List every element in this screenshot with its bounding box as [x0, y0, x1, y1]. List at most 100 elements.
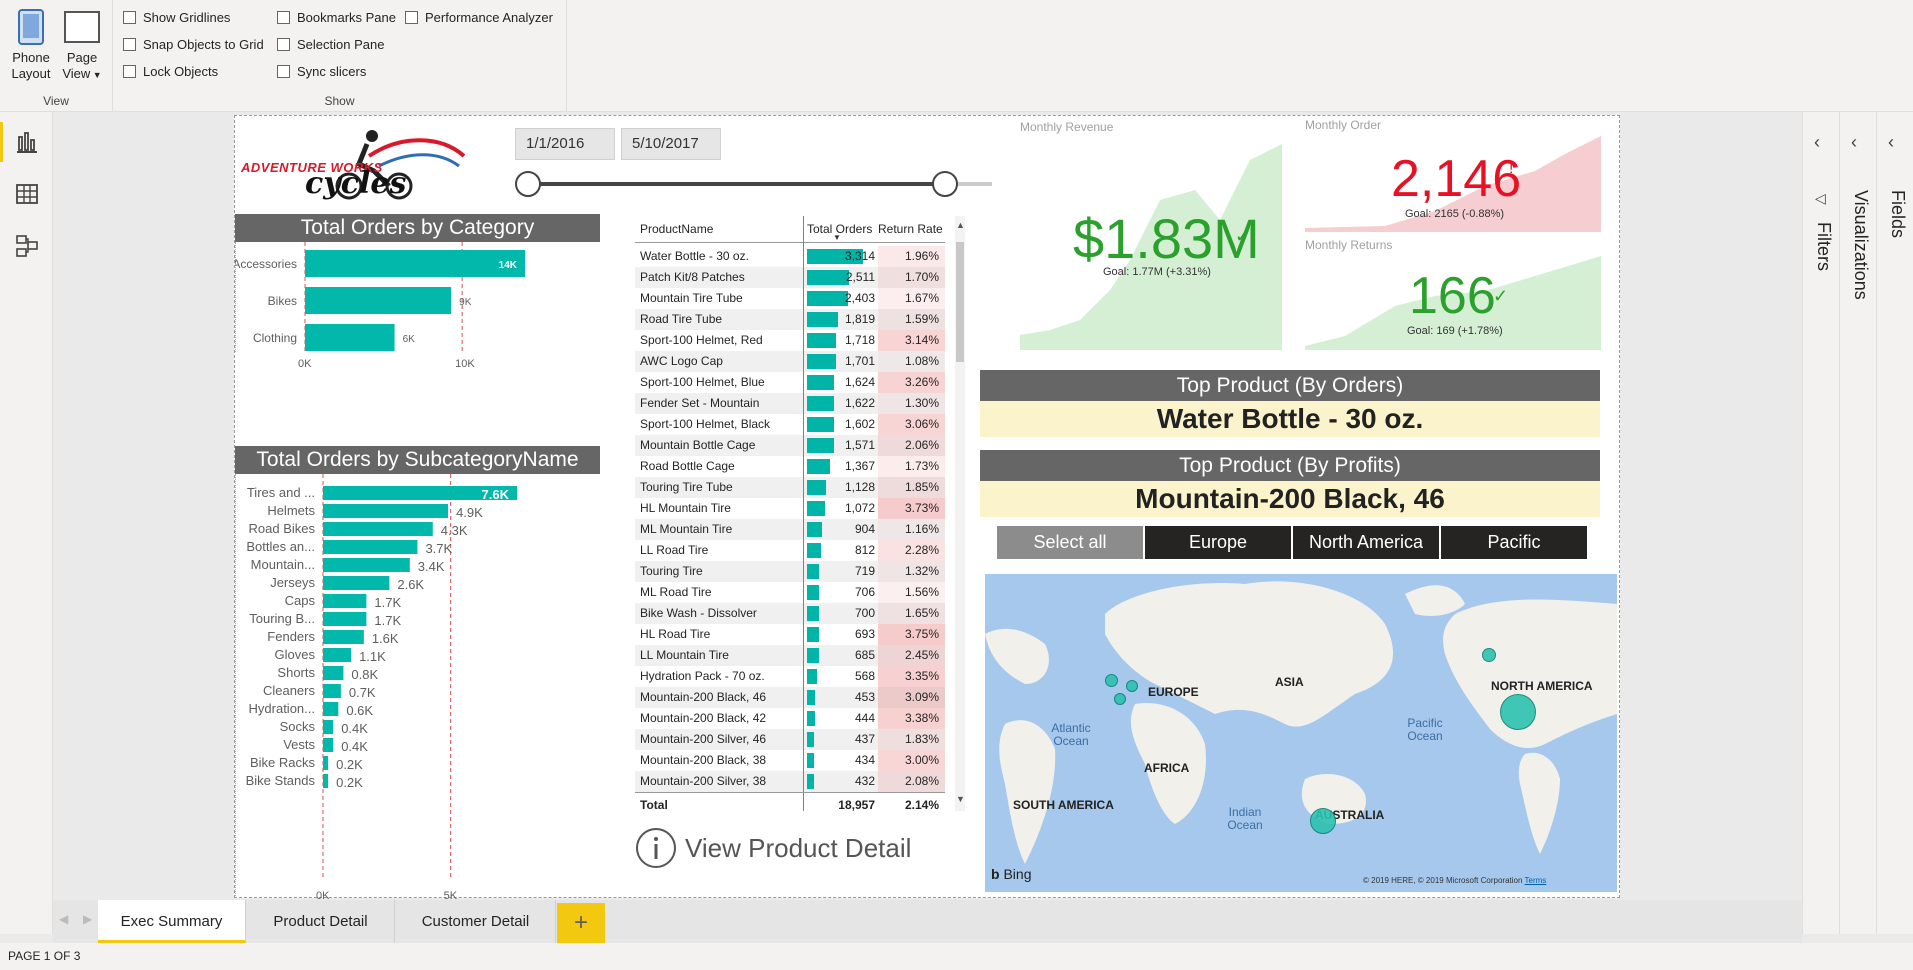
region-pacific-button[interactable]: Pacific [1441, 526, 1587, 559]
map-bubble-europe-1[interactable] [1105, 674, 1118, 687]
table-row[interactable]: Fender Set - Mountain 1,622 1.30% [635, 393, 945, 414]
region-north-america-button[interactable]: North America [1293, 526, 1439, 559]
phone-layout-button[interactable]: Phone Layout [6, 8, 56, 82]
total-orders-cell: 2,511 [845, 270, 875, 284]
table-row[interactable]: Patch Kit/8 Patches 2,511 1.70% [635, 267, 945, 288]
return-rate-cell: 3.73% [878, 498, 945, 519]
collapse-chevron-icon[interactable]: ‹ [1814, 132, 1820, 152]
returns-check-icon: ✓ [1493, 286, 1509, 306]
top-product-profits-title: Top Product (By Profits) [980, 450, 1600, 481]
subcategory-data-label: 1.1K [359, 649, 386, 664]
table-row[interactable]: ML Mountain Tire 904 1.16% [635, 519, 945, 540]
subcategory-data-label: 0.7K [349, 685, 376, 700]
table-row[interactable]: Sport-100 Helmet, Black 1,602 3.06% [635, 414, 945, 435]
snap-objects-checkbox[interactable]: Snap Objects to Grid [123, 37, 264, 52]
top-product-profits-value: Mountain-200 Black, 46 [980, 481, 1600, 517]
phone-layout-icon [18, 9, 44, 45]
date-slider-start-handle[interactable] [515, 171, 541, 197]
table-row[interactable]: Mountain Tire Tube 2,403 1.67% [635, 288, 945, 309]
map-bubble-australia[interactable] [1310, 808, 1336, 834]
subcategory-label: Hydration... [249, 701, 315, 716]
table-row[interactable]: Sport-100 Helmet, Red 1,718 3.14% [635, 330, 945, 351]
subcategory-data-label: 3.7K [425, 541, 452, 556]
add-page-button[interactable]: + [557, 903, 605, 943]
copyright-text: © 2019 HERE, © 2019 Microsoft Corporatio… [1363, 876, 1523, 885]
bookmarks-pane-checkbox[interactable]: Bookmarks Pane [277, 10, 396, 25]
subcategory-bar [323, 504, 449, 518]
sales-map[interactable]: EUROPE ASIA NORTH AMERICA AFRICA SOUTH A… [985, 574, 1617, 892]
subcategory-bar [323, 738, 334, 752]
subcategory-label: Tires and ... [247, 485, 315, 500]
table-row[interactable]: HL Road Tire 693 3.75% [635, 624, 945, 645]
lock-objects-checkbox[interactable]: Lock Objects [123, 64, 218, 79]
table-row[interactable]: Mountain-200 Black, 46 453 3.09% [635, 687, 945, 708]
region-europe-button[interactable]: Europe [1145, 526, 1291, 559]
subcategory-label: Bottles an... [246, 539, 315, 554]
tab-scroll-right-icon[interactable]: ▶ [83, 912, 93, 926]
table-row[interactable]: LL Road Tire 812 2.28% [635, 540, 945, 561]
fields-pane[interactable]: ‹ Fields [1876, 112, 1913, 934]
map-bubble-usa[interactable] [1500, 694, 1536, 730]
report-view-icon[interactable] [14, 129, 40, 155]
revenue-kpi-value: $1.83M [1073, 207, 1260, 270]
filters-pane[interactable]: ‹ ◁ Filters [1802, 112, 1839, 934]
table-row[interactable]: Mountain-200 Silver, 46 437 1.83% [635, 729, 945, 750]
return-rate-cell: 3.06% [878, 414, 945, 435]
visualizations-pane[interactable]: ‹ Visualizations [1839, 112, 1876, 934]
performance-analyzer-checkbox[interactable]: Performance Analyzer [405, 10, 553, 25]
region-select-all-button[interactable]: Select all [997, 526, 1143, 559]
returns-goal: Goal: 169 (+1.78%) [1407, 325, 1503, 337]
show-gridlines-checkbox[interactable]: Show Gridlines [123, 10, 230, 25]
end-date-input[interactable]: 5/10/2017 [621, 128, 721, 160]
subcategory-data-label: 0.2K [336, 757, 363, 772]
table-row[interactable]: Mountain-200 Black, 38 434 3.00% [635, 750, 945, 771]
table-row[interactable]: Touring Tire Tube 1,128 1.85% [635, 477, 945, 498]
table-scrollbar[interactable]: ▲ ▼ [955, 216, 965, 811]
map-ocean-pacific: Pacific Ocean [1407, 716, 1443, 743]
table-row[interactable]: Mountain Bottle Cage 1,571 2.06% [635, 435, 945, 456]
data-view-icon[interactable] [14, 181, 40, 207]
table-row[interactable]: HL Mountain Tire 1,072 3.73% [635, 498, 945, 519]
view-product-detail-button[interactable]: View Product Detail [635, 826, 945, 870]
page-view-button[interactable]: Page View ▼ [57, 8, 107, 83]
date-slider-end-handle[interactable] [932, 171, 958, 197]
subcategory-bar [323, 540, 418, 554]
tab-product-detail[interactable]: Product Detail [247, 900, 395, 943]
map-bubble-europe-3[interactable] [1114, 693, 1126, 705]
scroll-down-icon[interactable]: ▼ [956, 794, 965, 804]
table-row[interactable]: LL Mountain Tire 685 2.45% [635, 645, 945, 666]
table-row[interactable]: Bike Wash - Dissolver 700 1.65% [635, 603, 945, 624]
col-header-productname[interactable]: ProductName [640, 222, 714, 236]
category-data-label: 6K [403, 334, 416, 345]
model-view-icon[interactable] [14, 233, 40, 259]
return-rate-cell: 1.59% [878, 309, 945, 330]
map-bubble-canada[interactable] [1482, 648, 1496, 662]
selection-pane-checkbox[interactable]: Selection Pane [277, 37, 384, 52]
return-rate-cell: 1.65% [878, 603, 945, 624]
scrollbar-thumb[interactable] [956, 242, 964, 362]
table-row[interactable]: ML Road Tire 706 1.56% [635, 582, 945, 603]
table-row[interactable]: AWC Logo Cap 1,701 1.08% [635, 351, 945, 372]
table-row[interactable]: Mountain-200 Silver, 38 432 2.08% [635, 771, 945, 792]
collapse-chevron-icon[interactable]: ‹ [1851, 132, 1857, 152]
table-row[interactable]: Water Bottle - 30 oz. 3,314 1.96% [635, 246, 945, 267]
table-row[interactable]: Mountain-200 Black, 42 444 3.38% [635, 708, 945, 729]
category-label: Bikes [268, 294, 297, 308]
tab-exec-summary[interactable]: Exec Summary [98, 900, 246, 943]
tab-customer-detail[interactable]: Customer Detail [396, 900, 556, 943]
collapse-chevron-icon[interactable]: ‹ [1888, 132, 1894, 152]
tab-scroll-left-icon[interactable]: ◀ [59, 912, 69, 926]
start-date-input[interactable]: 1/1/2016 [515, 128, 615, 160]
scroll-up-icon[interactable]: ▲ [956, 220, 965, 230]
terms-link[interactable]: Terms [1524, 876, 1547, 885]
table-row[interactable]: Touring Tire 719 1.32% [635, 561, 945, 582]
table-row[interactable]: Road Tire Tube 1,819 1.59% [635, 309, 945, 330]
return-rate-cell: 1.96% [878, 246, 945, 267]
table-row[interactable]: Hydration Pack - 70 oz. 568 3.35% [635, 666, 945, 687]
map-bubble-europe-2[interactable] [1126, 680, 1138, 692]
table-row[interactable]: Road Bottle Cage 1,367 1.73% [635, 456, 945, 477]
col-header-return-rate[interactable]: Return Rate [878, 222, 943, 236]
col-header-total-orders[interactable]: Total Orders [807, 222, 873, 236]
sync-slicers-checkbox[interactable]: Sync slicers [277, 64, 366, 79]
table-row[interactable]: Sport-100 Helmet, Blue 1,624 3.26% [635, 372, 945, 393]
